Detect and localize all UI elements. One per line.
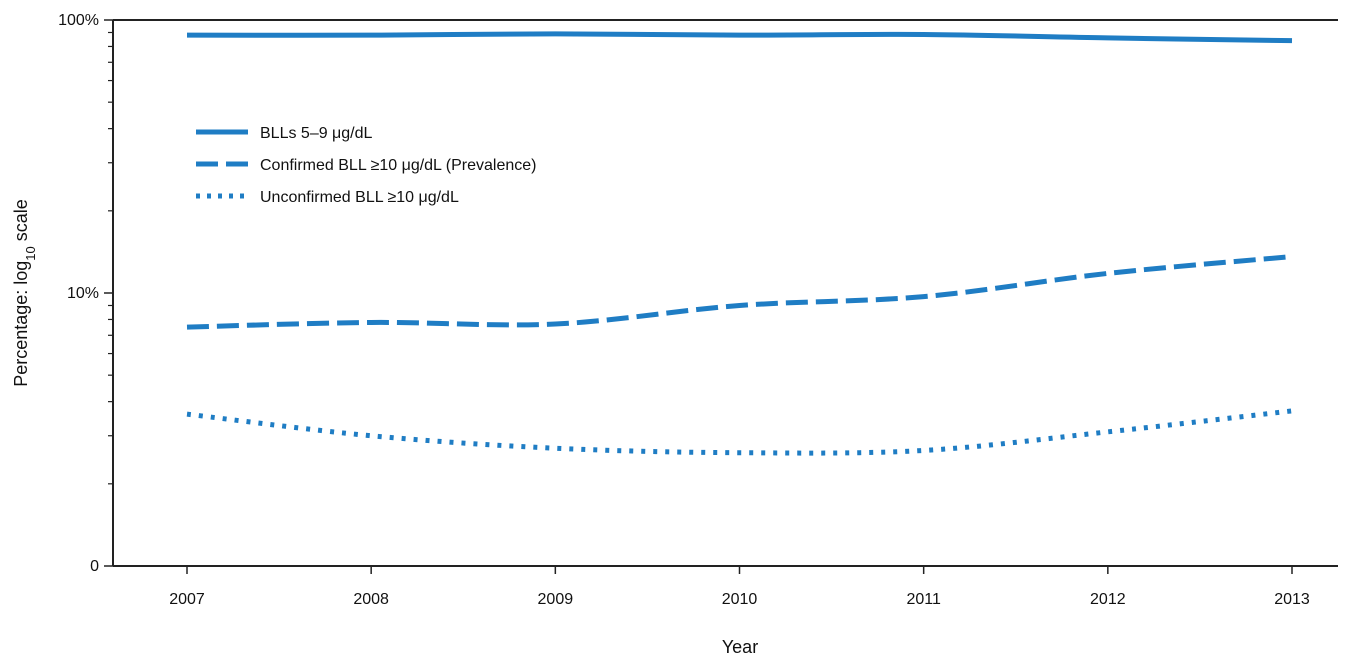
x-tick-label: 2008 [353,591,389,608]
x-tick-label: 2013 [1274,591,1310,608]
legend-label-2: Confirmed BLL ≥10 μg/dL (Prevalence) [260,157,537,174]
x-tick-label: 2007 [169,591,205,608]
x-tick-label: 2009 [538,591,574,608]
series-line-3 [186,408,1293,456]
series-line-2 [186,254,1293,330]
legend-label-1: BLLs 5–9 μg/dL [260,125,373,142]
x-tick-label: 2010 [722,591,758,608]
y-tick-label: 10% [67,285,99,302]
x-tick-label: 2011 [906,591,941,608]
y-axis-title: Percentage: log10 scale [11,199,38,387]
legend-label-3: Unconfirmed BLL ≥10 μg/dL [260,189,459,206]
y-axis-title-text: Percentage: log [11,261,31,387]
y-tick-label: 0 [90,558,99,575]
y-tick-label: 100% [58,12,99,29]
x-tick-label: 2012 [1090,591,1126,608]
y-axis-title-subscript: 10 [23,246,38,260]
series-line-1 [186,31,1293,44]
y-axis-title-suffix: scale [11,199,31,246]
x-axis-title: Year [722,637,758,657]
